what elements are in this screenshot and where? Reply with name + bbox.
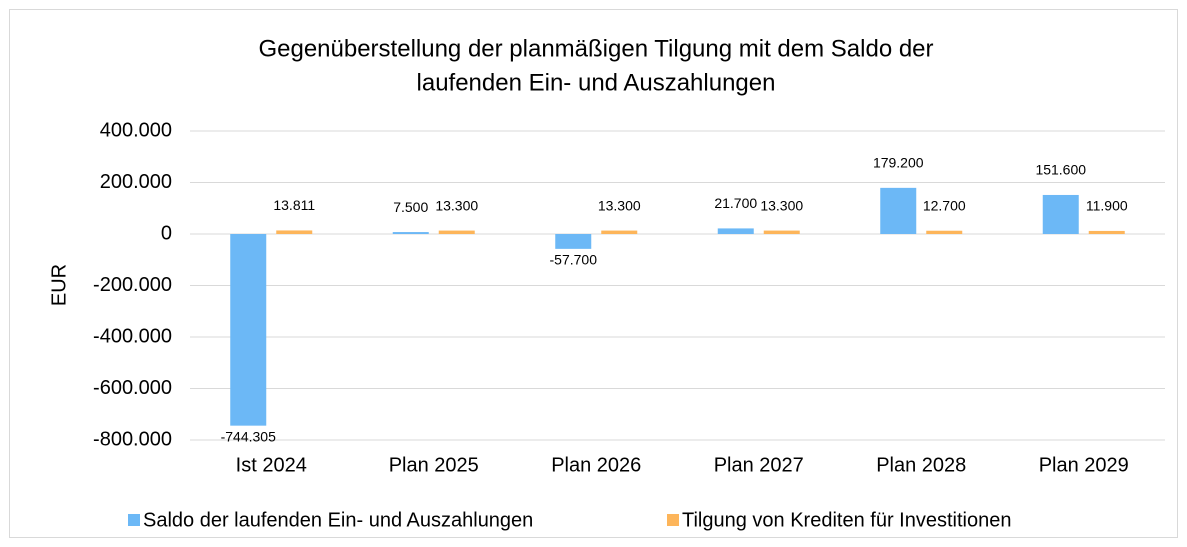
data-label: 151.600: [1035, 162, 1086, 178]
x-tick-label: Plan 2027: [714, 454, 804, 476]
data-label: -744.305: [221, 428, 276, 444]
data-label: 12.700: [923, 197, 966, 213]
y-axis-label: EUR: [48, 264, 70, 306]
data-label: 13.300: [760, 197, 803, 213]
y-tick-label: 0: [161, 222, 172, 244]
bar: [276, 230, 313, 234]
bar: [1088, 230, 1125, 234]
bar: [880, 187, 917, 234]
x-tick-label: Plan 2025: [389, 454, 479, 476]
chart-title: Gegenüberstellung der planmäßigen Tilgun…: [258, 35, 933, 62]
x-tick-label: Plan 2026: [551, 454, 641, 476]
y-tick-label: -600.000: [93, 377, 172, 399]
data-label: 11.900: [1086, 198, 1128, 214]
data-label: 13.300: [435, 197, 478, 213]
data-label: 7.500: [393, 199, 428, 215]
data-label: 21.700: [714, 195, 757, 211]
bar: [601, 230, 638, 234]
x-tick-label: Plan 2028: [876, 454, 966, 476]
x-tick-label: Ist 2024: [236, 454, 307, 476]
bar: [555, 234, 592, 249]
y-tick-label: -400.000: [93, 325, 172, 347]
chart-subtitle: laufenden Ein- und Auszahlungen: [417, 69, 776, 96]
legend-label: Tilgung von Krediten für Investitionen: [682, 509, 1011, 531]
legend-swatch: [667, 514, 679, 526]
x-tick-label: Plan 2029: [1039, 454, 1129, 476]
y-tick-label: 400.000: [100, 119, 172, 141]
data-label: 13.811: [273, 197, 315, 213]
bar: [1042, 194, 1079, 234]
bar: [926, 230, 963, 234]
bar: [438, 230, 475, 234]
bar: [230, 234, 267, 426]
y-tick-label: 200.000: [100, 171, 172, 193]
y-tick-label: -200.000: [93, 274, 172, 296]
legend-label: Saldo der laufenden Ein- und Auszahlunge…: [143, 509, 533, 531]
data-label: 179.200: [873, 155, 924, 171]
bar: [763, 230, 800, 234]
data-label: -57.700: [550, 252, 598, 268]
bar: [392, 232, 429, 234]
data-label: 13.300: [598, 197, 641, 213]
bar: [717, 228, 754, 234]
legend-swatch: [128, 514, 140, 526]
y-tick-label: -800.000: [93, 428, 172, 450]
chart-border: [9, 9, 1178, 538]
